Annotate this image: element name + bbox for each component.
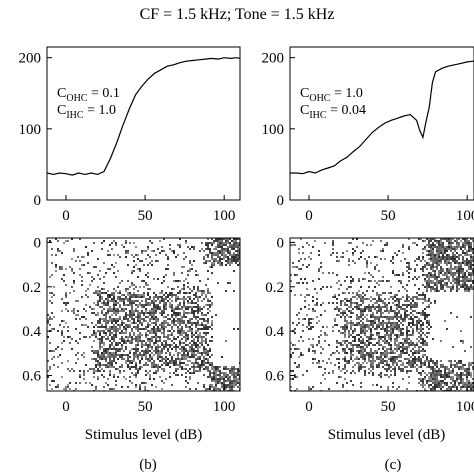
x-axis-label: Stimulus level (dB) (85, 427, 203, 443)
series-line (290, 60, 474, 175)
x-tick-label: 100 (213, 208, 236, 224)
x-tick-label: 50 (381, 399, 396, 415)
y-tick-label: 0 (34, 235, 42, 251)
axes-frame (289, 46, 474, 201)
x-tick-label: 50 (138, 399, 153, 415)
y-tick-label: 0.2 (265, 280, 284, 296)
y-tick-label: 0.6 (265, 368, 284, 384)
x-tick-label: 50 (138, 208, 153, 224)
y-tick-label: 0.6 (22, 368, 41, 384)
annotation-line-1: COHC = 0.1 (57, 86, 120, 104)
axes-frame (46, 237, 241, 392)
series-line (47, 57, 240, 176)
plot-area (290, 60, 474, 175)
figure-title: CF = 1.5 kHz; Tone = 1.5 kHz (140, 6, 335, 23)
panel-label-c: (c) (385, 457, 402, 473)
x-tick-label: 100 (456, 399, 474, 415)
x-tick-label: 0 (305, 208, 313, 224)
x-tick-label: 50 (381, 208, 396, 224)
panel-c-bottom: 0 50 100 0 0.2 0.4 0.6 Stimulus level (dB) (265, 235, 474, 443)
y-tick-label: 200 (19, 51, 42, 67)
y-tick-label: 0.2 (22, 280, 41, 296)
axes-frame (46, 46, 241, 201)
annotation-line-2: CIHC = 0.04 (300, 103, 366, 121)
y-tick-label: 100 (262, 122, 285, 138)
x-axis-label: Stimulus level (dB) (328, 427, 446, 443)
axes-frame (289, 237, 474, 392)
plot-area (47, 57, 240, 176)
y-tick-label: 0 (277, 235, 285, 251)
plot-area (290, 238, 474, 391)
y-tick-label: 0 (277, 193, 285, 209)
y-tick-label: 0.4 (265, 324, 284, 340)
x-tick-label: 0 (62, 208, 70, 224)
y-tick-label: 0.4 (22, 324, 41, 340)
x-tick-label: 100 (213, 399, 236, 415)
annotation-line-1: COHC = 1.0 (300, 86, 363, 104)
y-tick-label: 0 (34, 193, 42, 209)
x-tick-label: 0 (62, 399, 70, 415)
y-tick-label: 200 (262, 51, 285, 67)
panel-label-b: (b) (139, 457, 157, 473)
x-tick-label: 100 (456, 208, 474, 224)
annotation-line-2: CIHC = 1.0 (57, 103, 116, 121)
y-tick-label: 100 (19, 122, 42, 138)
panel-b-bottom: 0 50 100 0 0.2 0.4 0.6 Stimulus level (dB) (22, 235, 241, 443)
plot-area (47, 238, 240, 391)
x-tick-label: 0 (305, 399, 313, 415)
